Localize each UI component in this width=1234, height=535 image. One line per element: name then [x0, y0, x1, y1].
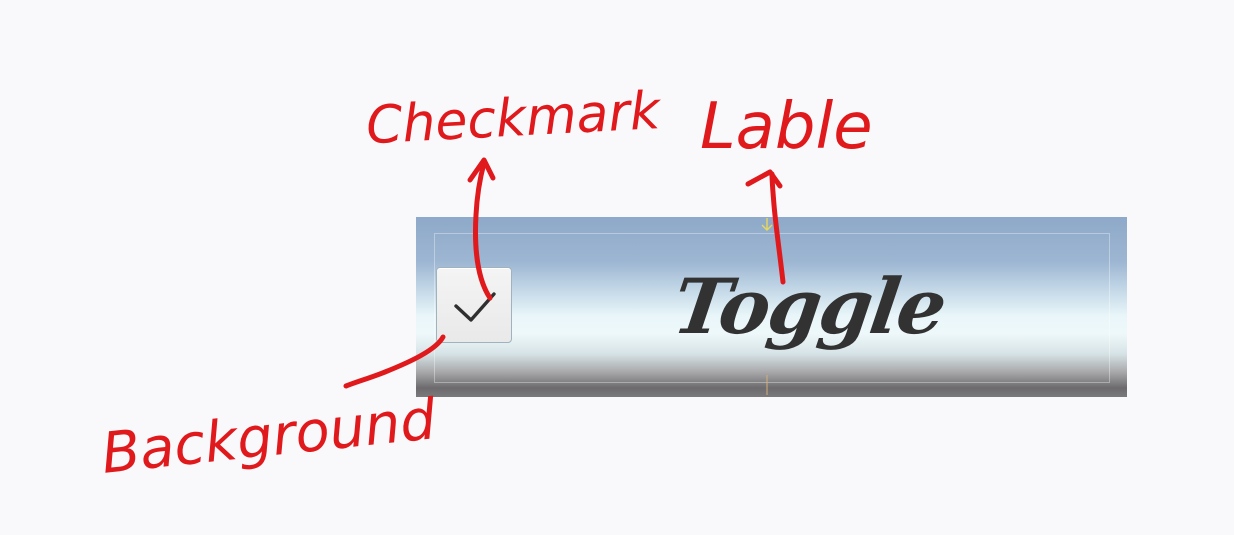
annotation-background: Background [98, 387, 439, 487]
anchor-arrow-icon [761, 218, 773, 231]
annotation-checkmark: Checkmark [365, 81, 664, 156]
toggle-preview-panel: Toggle [416, 217, 1127, 397]
label-arrowhead [745, 169, 783, 189]
toggle-label: Toggle [667, 262, 951, 351]
checkmark-arrowhead [467, 157, 496, 183]
checkmark-icon [454, 292, 496, 322]
toggle-background[interactable] [436, 267, 512, 343]
anchor-marker-icon [766, 375, 768, 395]
annotation-label: Lable [700, 90, 873, 164]
